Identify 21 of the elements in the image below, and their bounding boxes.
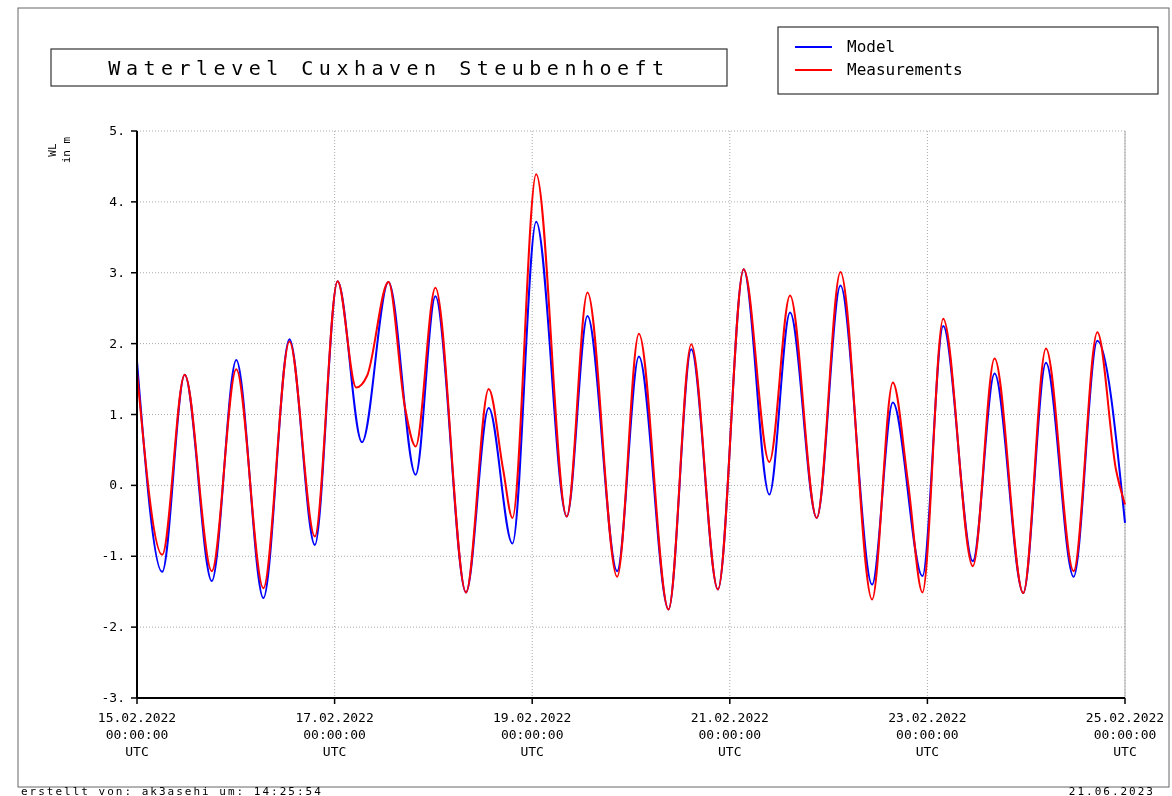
text: 21.06.2023 xyxy=(1068,785,1155,796)
x-tick-label: 17.02.2022 00:00:00 UTC xyxy=(295,710,374,759)
y-tick-label: 0. xyxy=(109,477,125,493)
y-axis-title: WL in m xyxy=(46,136,73,164)
y-tick-label: -3. xyxy=(101,690,125,705)
y-tick-label: 2. xyxy=(109,335,125,351)
chart-title: Waterlevel Cuxhaven Steubenhoeft xyxy=(108,56,670,80)
x-tick-label: 19.02.2022 00:00:00 UTC xyxy=(493,710,572,759)
text: erstellt von: ak3asehi um: 14:25:54 xyxy=(21,785,323,796)
x-tick-label: 25.02.2022 00:00:00 UTC xyxy=(1085,710,1165,759)
x-tick-label: 21.02.2022 00:00:00 UTC xyxy=(690,710,769,759)
y-tick-label: 3. xyxy=(109,264,125,280)
y-tick-label: -1. xyxy=(101,548,125,564)
legend-label: Measurements xyxy=(847,60,963,79)
legend-label: Model xyxy=(847,37,896,56)
y-tick-label: 1. xyxy=(109,406,125,422)
y-tick-label: 4. xyxy=(109,193,125,209)
y-tick-label: 5. xyxy=(109,123,125,138)
x-tick-label: 15.02.2022 00:00:00 UTC xyxy=(97,710,177,759)
x-tick-label: 23.02.2022 00:00:00 UTC xyxy=(888,710,967,759)
y-tick-label: -2. xyxy=(101,619,125,635)
